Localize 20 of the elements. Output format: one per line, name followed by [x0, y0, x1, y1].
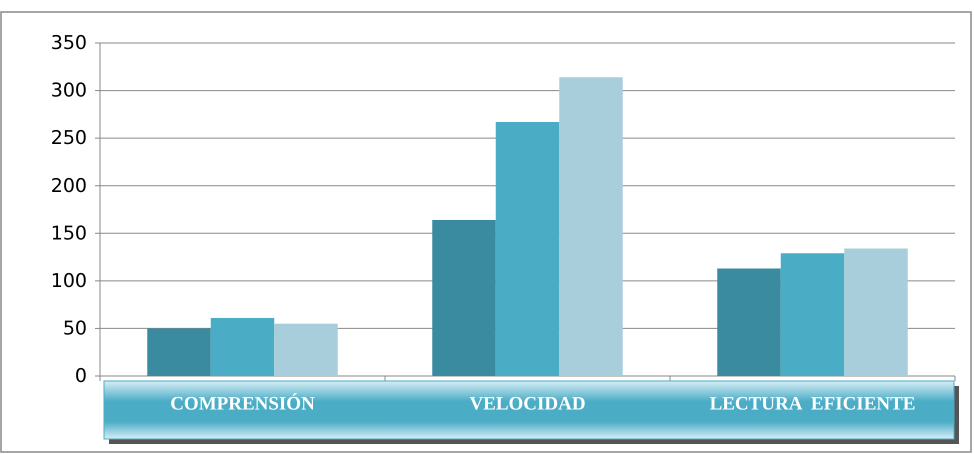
y-tick-label: 300: [50, 80, 87, 102]
bar: [274, 324, 338, 376]
bar: [147, 328, 211, 376]
bar: [780, 253, 844, 376]
y-tick-label: 100: [50, 270, 87, 292]
y-tick-label: 0: [74, 365, 87, 388]
bar: [432, 220, 496, 376]
x-tick-label: COMPRENSIÓN: [170, 392, 316, 414]
bar: [844, 248, 908, 376]
x-tick-label: LECTURA EFICIENTE: [710, 393, 916, 414]
y-tick-label: 200: [50, 174, 87, 197]
bar: [496, 122, 560, 376]
y-tick-label: 250: [50, 127, 87, 150]
y-tick-label: 150: [50, 222, 87, 244]
y-tick-label: 350: [50, 32, 87, 54]
x-tick-label: VELOCIDAD: [469, 393, 586, 414]
y-tick-label: 50: [62, 318, 87, 340]
bar: [559, 77, 623, 376]
bar: [717, 268, 781, 376]
bar: [210, 318, 274, 376]
